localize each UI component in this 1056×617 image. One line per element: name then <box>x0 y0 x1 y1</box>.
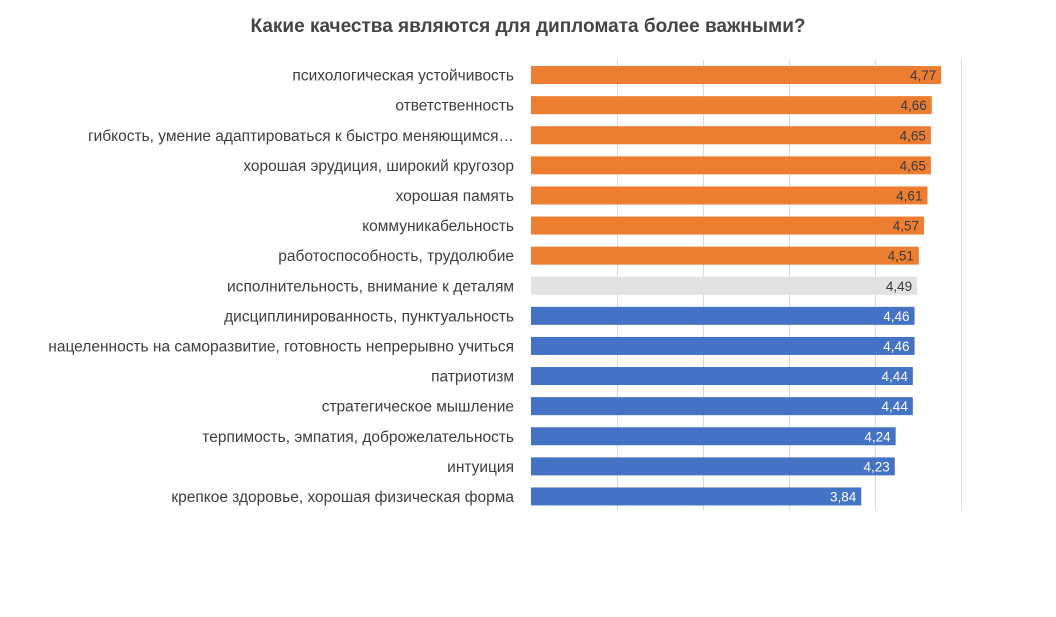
data-label: 4,77 <box>910 68 936 83</box>
chart-title: Какие качества являются для дипломата бо… <box>250 16 806 37</box>
category-label: работоспособность, трудолюбие <box>278 248 514 265</box>
category-label: стратегическое мышление <box>322 399 514 416</box>
data-label: 4,57 <box>893 219 919 234</box>
value-labels: 4,77 4,66 4,65 4,65 4,61 4,57 4,51 4,49 4,46 4,46… <box>830 68 936 504</box>
category-labels: психологическая устойчивость ответственно… <box>48 68 514 506</box>
category-label: гибкость, умение адаптироваться к быстро… <box>88 128 514 145</box>
category-label: исполнительность, внимание к деталям <box>227 278 514 295</box>
category-label: нацеленность на саморазвитие, готовность… <box>48 338 514 355</box>
data-label: 4,44 <box>882 369 909 384</box>
bar <box>531 216 925 235</box>
bar <box>531 156 931 175</box>
bar <box>531 96 932 115</box>
category-label: психологическая устойчивость <box>292 68 514 85</box>
category-label: хорошая эрудиция, широкий кругозор <box>243 158 514 175</box>
bar <box>531 126 931 145</box>
bar <box>531 397 913 416</box>
bar <box>531 186 928 205</box>
category-label: дисциплинированность, пунктуальность <box>224 308 514 325</box>
bar <box>531 487 862 506</box>
data-label: 4,49 <box>886 279 912 294</box>
data-label: 3,84 <box>830 489 857 504</box>
data-label: 4,66 <box>900 98 926 113</box>
data-label: 4,51 <box>888 249 914 264</box>
category-label: хорошая память <box>396 188 514 205</box>
bar <box>531 457 895 476</box>
data-label: 4,46 <box>883 309 909 324</box>
category-label: коммуникабельность <box>362 218 514 235</box>
category-label: патриотизм <box>431 369 514 386</box>
bar <box>531 276 918 295</box>
bar <box>531 246 919 265</box>
category-label: крепкое здоровье, хорошая физическая фор… <box>171 489 514 506</box>
data-label: 4,24 <box>864 429 891 444</box>
data-label: 4,65 <box>900 128 926 143</box>
data-label: 4,65 <box>900 158 926 173</box>
bar <box>531 336 915 355</box>
category-label: интуиция <box>447 459 514 476</box>
bar <box>531 367 913 386</box>
bar <box>531 427 896 446</box>
bar <box>531 306 915 325</box>
data-label: 4,61 <box>896 188 922 203</box>
data-label: 4,46 <box>883 339 909 354</box>
data-label: 4,44 <box>882 399 909 414</box>
data-label: 4,23 <box>863 459 889 474</box>
category-label: ответственность <box>395 98 514 115</box>
category-label: терпимость, эмпатия, доброжелательность <box>202 429 514 446</box>
bar <box>531 66 942 85</box>
bars <box>531 66 942 506</box>
